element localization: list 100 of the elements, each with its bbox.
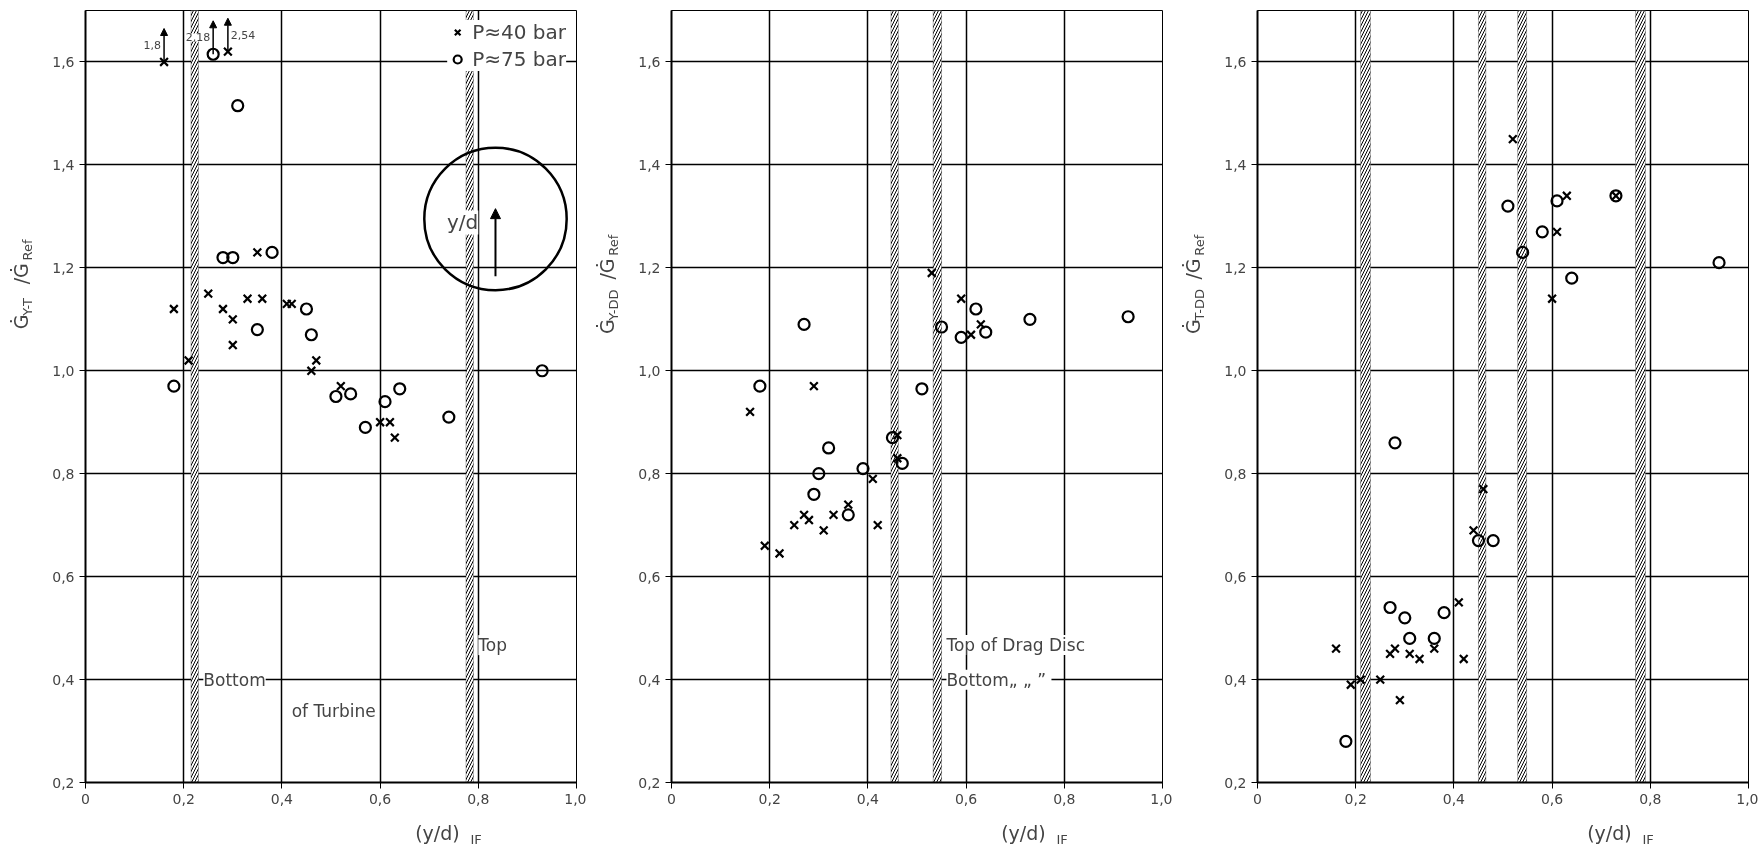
y-tick-label: 1,0 [52,362,75,379]
x-tick-label: 0,4 [1442,790,1466,807]
point [1394,695,1405,706]
point [1429,643,1440,654]
point [1486,534,1500,548]
point [1712,256,1726,270]
x-axis-title: (y/d)IF [415,821,482,847]
x-tick-label: 0,6 [1540,790,1564,807]
point [1389,643,1400,654]
point [867,473,878,484]
point [1339,734,1353,748]
y-axis-title: ĠY-T/ĠRef [9,238,35,330]
y-tick-label: 0,4 [1224,671,1247,688]
point [242,293,253,304]
legend-label: P≈40 bar [472,20,566,44]
x-tick-label: 0 [81,790,90,807]
x-tick-label: 0,8 [467,790,490,807]
point [1388,436,1402,450]
point [226,250,240,265]
point [753,379,767,393]
point [1507,134,1518,145]
point [915,382,929,396]
point [1355,674,1366,685]
point [306,365,317,376]
annotation: y/d [447,210,479,235]
point [872,520,883,531]
x-axis-title: (y/d)IF [1001,821,1068,847]
x-tick-label: 0,4 [270,790,294,807]
x-tick-label: 0 [1253,790,1262,807]
y-tick-label: 1,6 [638,53,661,70]
y-tick-label: 1,4 [638,156,661,173]
point [979,325,993,339]
point [774,548,785,559]
band-label: Top [477,635,507,656]
x-tick-label: 0,2 [172,790,195,807]
y-tick-label: 1,2 [1224,259,1247,276]
point [841,508,855,522]
point [895,456,909,470]
band-label: Bottom [203,669,266,690]
y-tick-label: 0,8 [638,465,661,482]
point [926,267,937,278]
point [1478,484,1489,495]
y-tick-label: 0,4 [638,671,661,688]
point [183,355,194,366]
x-tick-label: 0,6 [954,790,978,807]
x-tick-label: 0 [667,790,676,807]
y-tick-label: 1,2 [638,259,661,276]
point [1501,199,1515,213]
point [378,395,392,409]
x-tick-label: 1,0 [564,790,587,807]
point [1427,631,1441,645]
point [344,387,358,401]
point [1437,606,1451,620]
x-axis-title: (y/d)IF [1587,821,1654,847]
point [1403,631,1417,645]
point [1023,312,1037,326]
point [1471,534,1486,548]
point [1121,310,1135,324]
point [311,355,322,366]
point [1331,643,1342,654]
point [1565,271,1579,285]
point [828,509,839,520]
x-tick-label: 0,6 [368,790,392,807]
point [329,389,343,404]
point [956,293,967,304]
point [231,99,245,113]
band-label: Top of Drag Disc [945,635,1086,656]
point [808,381,819,392]
x-tick-label: 0,8 [1639,790,1662,807]
point [250,323,264,337]
annotation: of Turbine [291,700,376,721]
legend-label: P≈75 bar [472,47,566,71]
point [1385,648,1396,659]
x-tick-label: 1,0 [1736,790,1759,807]
point [358,420,372,434]
point [1398,611,1412,625]
point [217,304,228,314]
x-tick-label: 0,2 [1344,790,1367,807]
point [822,441,836,455]
point [885,431,900,445]
point [1453,597,1464,608]
y-tick-label: 0,6 [1224,568,1247,585]
point [934,320,949,334]
point [975,319,986,330]
point [442,410,456,424]
point [1547,293,1558,304]
point [789,520,800,531]
point [803,515,814,526]
point [1535,225,1549,239]
point [393,382,407,396]
point [1345,679,1356,690]
y-tick-label: 0,8 [1224,465,1247,482]
point [807,487,821,501]
point [227,314,238,325]
point [389,432,400,443]
point [206,47,220,61]
y-axis-title: ĠT-DD/ĠRef [1181,234,1207,334]
x-tick-label: 0,8 [1053,790,1076,807]
x-tick-label: 0,4 [856,790,880,807]
y-tick-label: 0,4 [52,671,75,688]
